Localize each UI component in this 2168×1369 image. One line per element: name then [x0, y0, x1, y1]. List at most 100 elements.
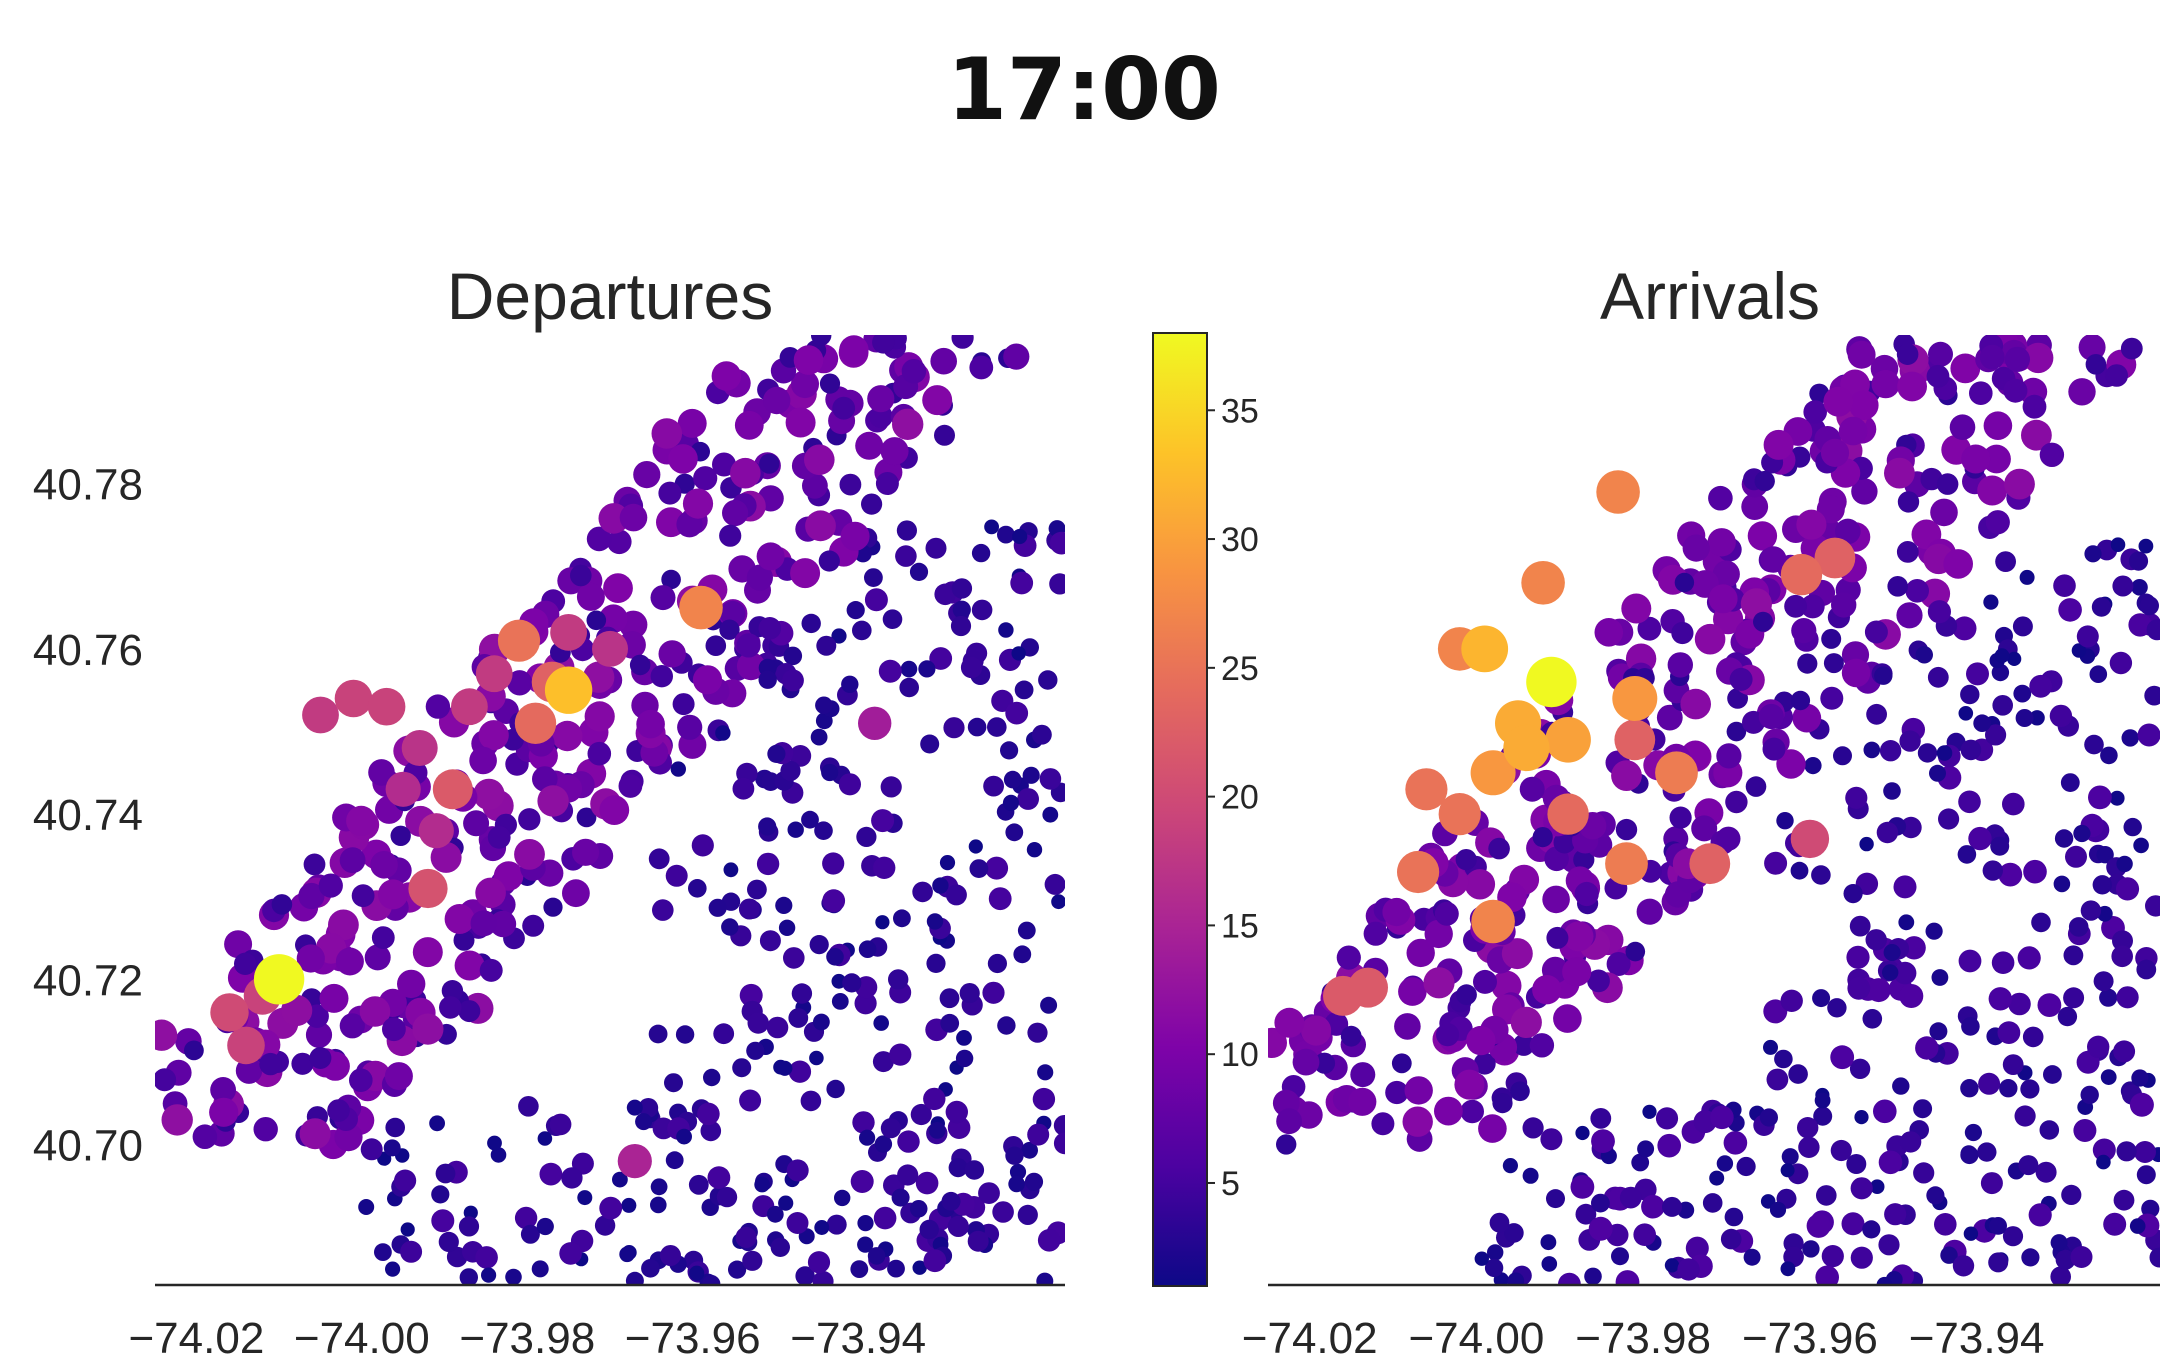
station-point — [1913, 1162, 1935, 1184]
y-tick-label: 40.74 — [33, 791, 143, 840]
colorbar-tick-label: 20 — [1221, 779, 1259, 817]
station-point — [1800, 594, 1825, 619]
station-point — [950, 615, 972, 637]
station-point — [1049, 531, 1065, 555]
station-point — [1702, 1193, 1723, 1213]
station-point — [947, 1215, 969, 1237]
station-point — [831, 993, 849, 1010]
station-point — [969, 859, 989, 878]
station-point — [2129, 1218, 2146, 1234]
station-point — [871, 809, 895, 833]
station-point — [929, 647, 953, 670]
station-point — [1985, 510, 2010, 535]
station-point — [1590, 1108, 1612, 1129]
station-point — [715, 725, 731, 741]
station-point — [926, 953, 946, 974]
station-point — [1982, 860, 2004, 881]
station-point — [577, 1190, 593, 1206]
station-point — [1708, 584, 1738, 614]
station-point-high — [1790, 819, 1830, 859]
station-point — [439, 996, 462, 1019]
station-point — [864, 588, 888, 612]
station-point — [1797, 1117, 1819, 1139]
station-point — [1925, 922, 1943, 940]
station-point — [1276, 1134, 1297, 1155]
station-point — [2136, 959, 2157, 980]
station-point — [889, 1043, 912, 1066]
station-point — [1674, 572, 1695, 593]
station-point-high — [679, 585, 723, 630]
station-point — [1712, 560, 1740, 588]
station-point — [1865, 929, 1887, 951]
station-point — [1008, 1175, 1025, 1193]
station-point — [900, 660, 918, 678]
station-point — [826, 1214, 847, 1235]
station-point — [1913, 1099, 1933, 1119]
station-point — [506, 670, 533, 696]
station-point — [1021, 1141, 1038, 1159]
station-point — [518, 1096, 539, 1117]
station-point — [1931, 969, 1949, 986]
station-point — [756, 542, 785, 571]
station-point — [382, 1017, 406, 1042]
station-point — [576, 807, 597, 828]
station-point — [1003, 343, 1030, 370]
station-point — [155, 1019, 178, 1051]
station-point — [807, 1251, 831, 1274]
station-point — [1983, 594, 1999, 610]
station-point — [2014, 1105, 2036, 1127]
x-tick-label: −73.96 — [625, 1314, 761, 1363]
station-point — [895, 545, 917, 567]
station-point — [1574, 881, 1599, 907]
station-point-high — [475, 655, 513, 693]
station-point — [599, 604, 628, 633]
station-point — [1716, 1155, 1734, 1172]
station-point — [1896, 343, 1919, 366]
station-point — [801, 810, 819, 829]
station-point — [1385, 1080, 1409, 1105]
station-point — [648, 1024, 668, 1044]
arrivals-points — [1268, 335, 2160, 1285]
x-tick-label: −73.94 — [790, 1314, 926, 1363]
station-point — [626, 1099, 643, 1116]
station-point — [537, 785, 569, 817]
station-point — [1926, 1186, 1945, 1205]
station-point — [1637, 616, 1662, 641]
station-point — [1584, 1267, 1602, 1285]
station-point — [778, 919, 796, 936]
station-point — [1042, 806, 1059, 823]
station-point — [897, 1130, 920, 1153]
station-point — [1478, 1114, 1507, 1143]
station-point — [1558, 1272, 1581, 1285]
station-point — [1992, 695, 2013, 716]
station-point — [855, 431, 884, 460]
station-point — [1594, 618, 1624, 647]
station-point — [708, 898, 727, 917]
station-point — [2109, 790, 2125, 806]
station-point — [368, 759, 395, 786]
station-point — [385, 1261, 401, 1277]
station-point — [441, 980, 464, 1002]
station-point — [788, 1008, 809, 1028]
station-point — [672, 693, 695, 716]
station-point — [1474, 1251, 1490, 1266]
station-point — [1032, 724, 1052, 745]
x-tick-label: −73.96 — [1742, 1314, 1878, 1363]
station-point — [1968, 826, 1992, 851]
station-point — [1040, 996, 1058, 1014]
station-point — [281, 994, 313, 1027]
station-point — [859, 1129, 876, 1146]
station-point — [1274, 1007, 1305, 1038]
station-point — [235, 1057, 263, 1084]
station-point — [400, 1222, 415, 1237]
station-point — [1780, 989, 1803, 1012]
station-point-high — [592, 630, 628, 667]
station-point — [259, 1052, 282, 1076]
station-point — [648, 848, 670, 870]
station-point — [1484, 1258, 1504, 1278]
station-point — [587, 741, 612, 766]
station-point-high — [401, 730, 438, 766]
station-point — [1553, 1004, 1582, 1033]
station-point — [1892, 1077, 1910, 1095]
